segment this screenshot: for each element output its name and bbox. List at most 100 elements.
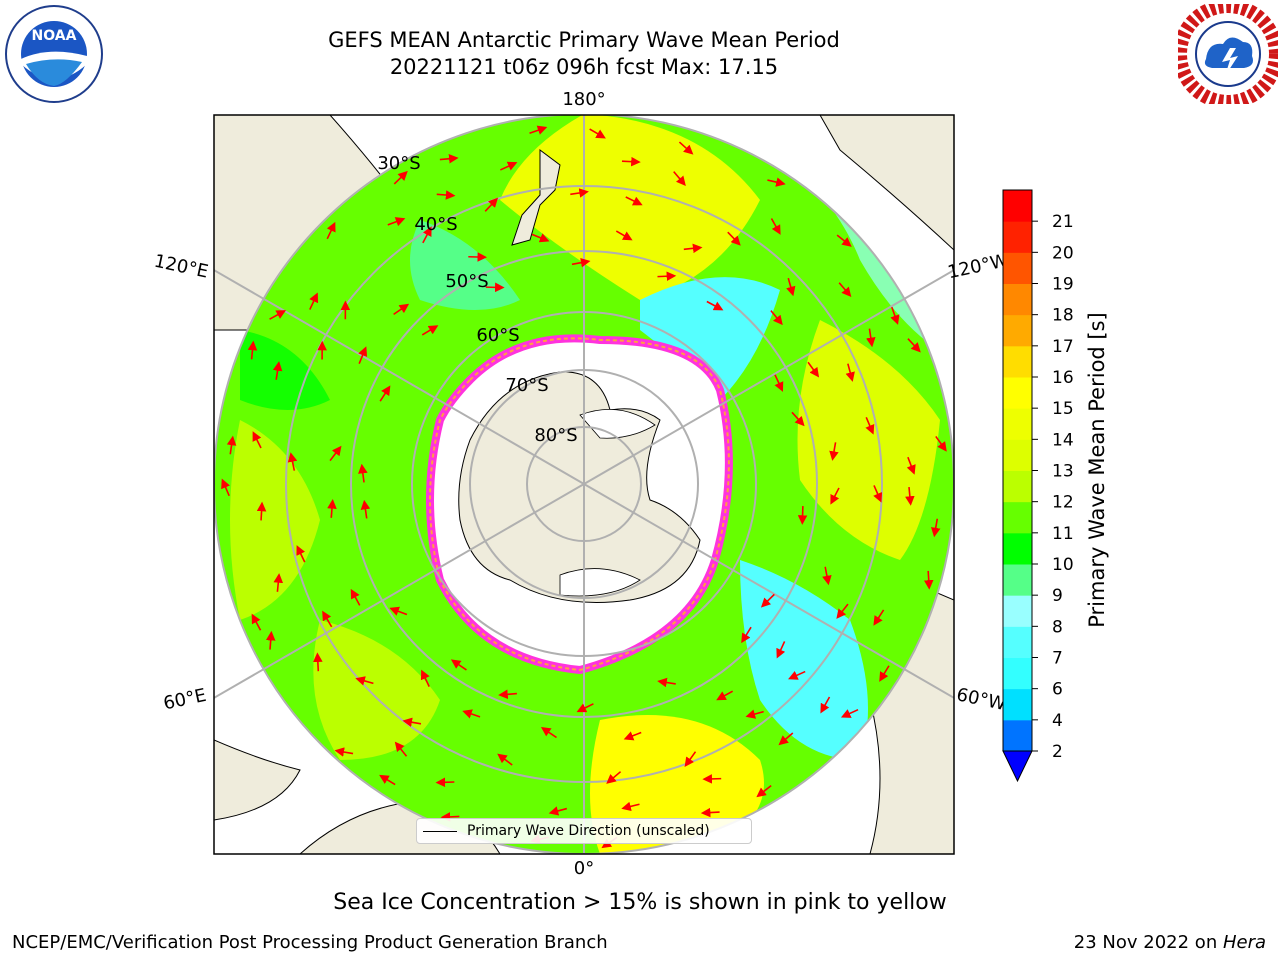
wave-direction-arrow (379, 774, 396, 786)
lat-label-70s: 70°S (505, 375, 548, 396)
wave-direction-arrow (393, 303, 410, 316)
wave-direction-arrow (251, 613, 262, 631)
lon-label-60w: 60°W (955, 684, 1008, 715)
wave-direction-arrow (836, 234, 852, 247)
wave-direction-arrow (807, 361, 820, 378)
wave-direction-arrow (420, 669, 430, 687)
nws-logo (1178, 4, 1278, 104)
colorbar-label: Primary Wave Mean Period [s] (1085, 312, 1109, 628)
wave-direction-arrow (326, 221, 336, 240)
lat-label-50s: 50°S (445, 271, 488, 292)
wave-direction-arrow (745, 709, 764, 719)
wave-direction-arrow (531, 233, 550, 243)
wave-direction-arrow (252, 431, 262, 449)
caption: Sea Ice Concentration > 15% is shown in … (333, 890, 947, 915)
lon-label-120e: 120°E (152, 251, 210, 283)
legend-label: Primary Wave Direction (unscaled) (467, 823, 710, 839)
footer-host: Hera (1222, 932, 1266, 953)
wave-direction-arrow (621, 801, 640, 812)
wave-direction-arrow (838, 282, 852, 298)
wave-direction-arrow (327, 499, 337, 518)
lon-label-180: 180° (562, 89, 605, 110)
wave-direction-arrow (272, 361, 283, 380)
wave-direction-arrow (741, 626, 752, 644)
wave-direction-arrow (836, 603, 849, 619)
wave-direction-arrow (499, 161, 518, 171)
wave-direction-arrow (350, 588, 361, 606)
wave-direction-arrow (700, 807, 720, 818)
wave-direction-arrow (548, 806, 568, 816)
wave-direction-arrow (450, 659, 467, 671)
wave-direction-arrow (866, 328, 876, 348)
wave-direction-arrow (576, 703, 594, 713)
wave-direction-arrow (873, 485, 883, 503)
wave-direction-arrow (360, 499, 371, 519)
wave-direction-arrow (625, 196, 643, 206)
wave-direction-arrow (873, 609, 885, 626)
lat-label-40s: 40°S (414, 214, 457, 235)
wave-direction-arrow (287, 452, 298, 471)
wave-direction-arrow (760, 593, 775, 608)
wave-direction-arrow (439, 153, 459, 164)
lon-label-0: 0° (574, 858, 594, 879)
wave-direction-arrow (845, 363, 855, 382)
wave-direction-arrow (247, 340, 258, 360)
wave-direction-arrow (322, 610, 333, 628)
wave-direction-arrow (778, 732, 794, 746)
wave-direction-arrow (621, 156, 641, 167)
wave-direction-arrow (829, 442, 839, 461)
lat-label-30s: 30°S (377, 153, 420, 174)
wave-direction-arrow (221, 478, 230, 497)
wave-direction-arrow (358, 346, 368, 364)
wave-direction-arrow (570, 188, 589, 198)
chart-subtitle: 20221121 t06z 096h fcst Max: 17.15 (389, 55, 779, 79)
wave-direction-arrow (623, 731, 642, 741)
map-frame (213, 114, 955, 855)
wave-direction-arrow (606, 771, 622, 784)
wave-direction-arrow (387, 217, 406, 227)
wave-direction-arrow (840, 708, 859, 718)
lon-label-120w: 120°W (946, 250, 1010, 283)
wave-direction-arrow (484, 197, 499, 212)
graticule (214, 115, 954, 854)
wave-direction-arrow (615, 230, 633, 241)
wave-direction-arrow (774, 374, 784, 392)
wave-direction-arrow (786, 277, 796, 297)
wave-direction-arrow (657, 271, 677, 282)
wave-direction-arrow (393, 170, 408, 185)
wave-direction-arrow (273, 573, 284, 592)
wave-direction-arrow (890, 306, 900, 325)
wave-direction-arrow (389, 606, 408, 616)
wave-direction-arrow (313, 652, 323, 672)
wave-direction-arrow (791, 411, 805, 427)
wave-direction-arrow (379, 385, 391, 402)
wave-direction-arrow (421, 325, 439, 336)
wave-direction-arrow (394, 741, 408, 757)
wave-direction-arrow (309, 292, 319, 310)
wave-direction-arrow (879, 665, 890, 682)
wave-direction-arrow (571, 257, 591, 268)
wave-direction-arrow (727, 231, 741, 246)
new-zealand (511, 149, 561, 246)
footer-date-text: 23 Nov 2022 on (1073, 932, 1223, 953)
chart-title: GEFS MEAN Antarctic Primary Wave Mean Pe… (328, 28, 840, 52)
wave-direction-arrow (770, 218, 781, 235)
wave-direction-arrow (497, 753, 513, 766)
wave-direction-arrow (589, 128, 606, 139)
wave-direction-arrow (358, 463, 368, 483)
noaa-logo: NOAA (5, 5, 103, 103)
wave-direction-arrow (907, 338, 921, 353)
wave-direction-arrow (498, 689, 517, 700)
wave-direction-arrow (673, 171, 686, 186)
wave-direction-arrow (767, 177, 786, 187)
wave-direction-arrow (329, 445, 342, 462)
wave-direction-arrow (529, 125, 548, 135)
wave-direction-arrow (402, 717, 422, 727)
wave-direction-arrow (770, 310, 783, 326)
wave-direction-arrow (935, 435, 947, 452)
wave-direction-arrow (706, 300, 724, 311)
footer-credit: NCEP/EMC/Verification Post Processing Pr… (12, 932, 608, 953)
wave-direction-arrow (678, 141, 694, 155)
wave-direction-arrow (422, 226, 432, 244)
